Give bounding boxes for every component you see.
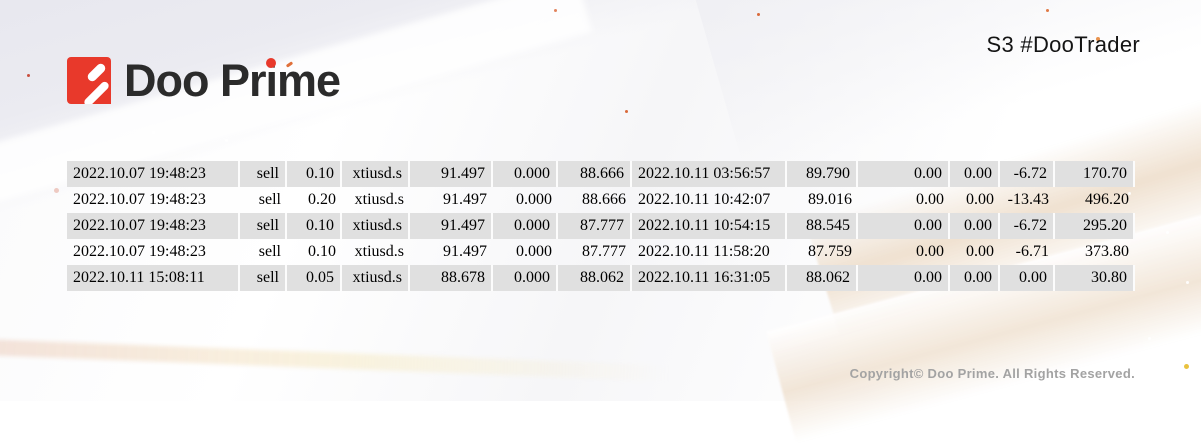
cell-size: 0.10 xyxy=(308,243,336,260)
cell-type: sell xyxy=(240,161,287,187)
strategy-label: S3 #DooTrader xyxy=(986,32,1140,57)
cell-take-profit: 88.666 xyxy=(582,191,626,208)
cell-size: 0.05 xyxy=(287,265,342,291)
cell-open-price: 91.497 xyxy=(443,243,487,260)
table-row: 2022.10.07 19:48:23 sell 0.20 xtiusd.s 91.49… xyxy=(67,187,1135,213)
cell-open-price: 91.497 xyxy=(410,213,493,239)
cell-commission: 0.00 xyxy=(916,191,944,208)
cell-swap: -6.72 xyxy=(1000,161,1055,187)
cell-commission: 0.00 xyxy=(858,213,950,239)
cell-type: sell xyxy=(258,191,281,208)
cell-swap: -6.72 xyxy=(1000,213,1055,239)
cell-close-price: 87.759 xyxy=(808,243,852,260)
cell-stop-loss: 0.000 xyxy=(493,213,558,239)
cell-close-time: 2022.10.11 10:54:15 xyxy=(632,213,787,239)
cell-open-time: 2022.10.07 19:48:23 xyxy=(67,161,240,187)
doo-prime-logo-icon xyxy=(67,57,111,104)
cell-close-time: 2022.10.11 03:56:57 xyxy=(632,161,787,187)
cell-type: sell xyxy=(258,243,281,260)
cell-profit: 30.80 xyxy=(1055,265,1135,291)
wordmark-letter-i: i xyxy=(265,55,278,106)
cell-taxes: 0.00 xyxy=(950,213,1000,239)
cell-type: sell xyxy=(240,265,287,291)
cell-open-price: 91.497 xyxy=(410,161,493,187)
cell-stop-loss: 0.000 xyxy=(516,191,552,208)
cell-close-price: 89.790 xyxy=(787,161,858,187)
cell-stop-loss: 0.000 xyxy=(493,265,558,291)
cell-take-profit: 88.666 xyxy=(558,161,632,187)
cell-open-price: 88.678 xyxy=(410,265,493,291)
cell-symbol: xtiusd.s xyxy=(342,265,410,291)
cell-take-profit: 88.062 xyxy=(558,265,632,291)
copyright-text: Copyright© Doo Prime. All Rights Reserve… xyxy=(849,366,1135,381)
cell-size: 0.10 xyxy=(287,161,342,187)
cell-symbol: xtiusd.s xyxy=(342,161,410,187)
cell-taxes: 0.00 xyxy=(966,243,994,260)
cell-close-price: 88.062 xyxy=(787,265,858,291)
cell-swap: 0.00 xyxy=(1000,265,1055,291)
cell-close-time: 2022.10.11 10:42:07 xyxy=(638,191,771,208)
cell-stop-loss: 0.000 xyxy=(493,161,558,187)
cell-taxes: 0.00 xyxy=(966,191,994,208)
cell-taxes: 0.00 xyxy=(950,265,1000,291)
cell-open-time: 2022.10.07 19:48:23 xyxy=(67,213,240,239)
cell-profit: 373.80 xyxy=(1085,243,1129,260)
cell-profit: 496.20 xyxy=(1085,191,1129,208)
doo-prime-logo: Doo Prime xyxy=(67,55,341,106)
cell-close-price: 88.545 xyxy=(787,213,858,239)
cell-open-time: 2022.10.07 19:48:23 xyxy=(73,243,206,260)
wordmark-part: Doo Pr xyxy=(124,55,267,106)
cell-swap: -6.71 xyxy=(1015,243,1049,260)
cell-commission: 0.00 xyxy=(858,161,950,187)
cell-take-profit: 87.777 xyxy=(582,243,626,260)
cell-take-profit: 87.777 xyxy=(558,213,632,239)
cell-close-time: 2022.10.11 11:58:20 xyxy=(638,243,770,260)
cell-size: 0.10 xyxy=(287,213,342,239)
cell-swap: -13.43 xyxy=(1007,191,1049,208)
cell-symbol: xtiusd.s xyxy=(354,243,404,260)
table-row: 2022.10.07 19:48:23 sell 0.10 xtiusd.s 91.49… xyxy=(67,213,1135,239)
cell-type: sell xyxy=(240,213,287,239)
cell-profit: 295.20 xyxy=(1055,213,1135,239)
table-row: 2022.10.07 19:48:23 sell 0.10 xtiusd.s 91.49… xyxy=(67,161,1135,187)
cell-open-price: 91.497 xyxy=(443,191,487,208)
wordmark-part: me xyxy=(277,55,341,106)
cell-open-time: 2022.10.11 15:08:11 xyxy=(67,265,240,291)
table-row: 2022.10.07 19:48:23 sell 0.10 xtiusd.s 91.49… xyxy=(67,239,1135,265)
cell-taxes: 0.00 xyxy=(950,161,1000,187)
cell-size: 0.20 xyxy=(308,191,336,208)
table-row: 2022.10.11 15:08:11 sell 0.05 xtiusd.s 88.67… xyxy=(67,265,1135,291)
cell-stop-loss: 0.000 xyxy=(516,243,552,260)
cell-open-time: 2022.10.07 19:48:23 xyxy=(73,191,206,208)
cell-close-price: 89.016 xyxy=(808,191,852,208)
cell-commission: 0.00 xyxy=(916,243,944,260)
trade-history-table: 2022.10.07 19:48:23 sell 0.10 xtiusd.s 91.49… xyxy=(67,161,1135,291)
cell-commission: 0.00 xyxy=(858,265,950,291)
cell-profit: 170.70 xyxy=(1055,161,1135,187)
doo-prime-wordmark: Doo Prime xyxy=(124,55,341,106)
cell-close-time: 2022.10.11 16:31:05 xyxy=(632,265,787,291)
cell-symbol: xtiusd.s xyxy=(354,191,404,208)
cell-symbol: xtiusd.s xyxy=(342,213,410,239)
